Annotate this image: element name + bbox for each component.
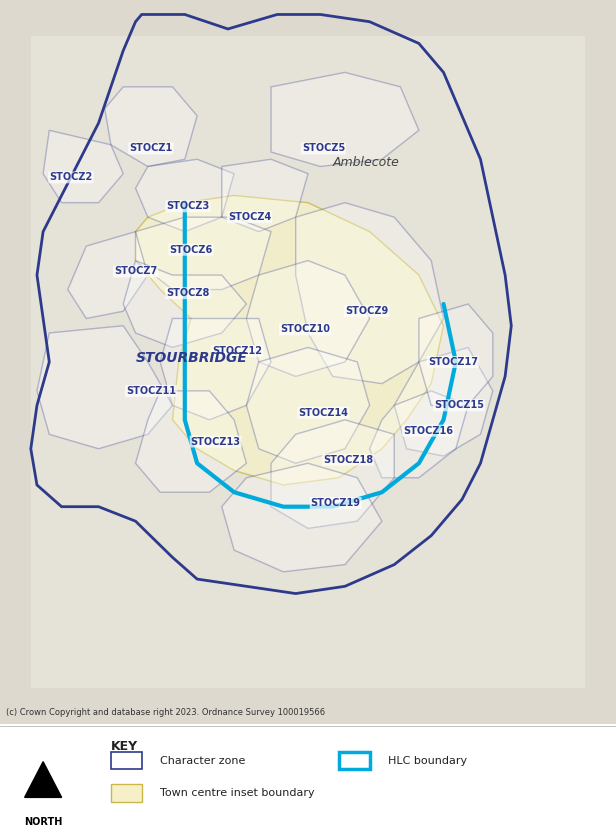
Text: STOURBRIDGE: STOURBRIDGE	[136, 351, 248, 365]
Polygon shape	[160, 319, 271, 420]
Text: STOCZ8: STOCZ8	[166, 288, 209, 298]
Polygon shape	[68, 231, 148, 319]
Polygon shape	[246, 260, 370, 376]
Text: STOCZ12: STOCZ12	[212, 346, 262, 356]
Polygon shape	[37, 325, 172, 448]
Text: STOCZ6: STOCZ6	[169, 245, 213, 255]
Polygon shape	[136, 217, 271, 290]
Text: (c) Crown Copyright and database right 2023. Ordnance Survey 100019566: (c) Crown Copyright and database right 2…	[6, 707, 325, 716]
Polygon shape	[222, 159, 308, 231]
Polygon shape	[296, 203, 444, 384]
Text: STOCZ19: STOCZ19	[310, 498, 361, 508]
Polygon shape	[25, 762, 62, 797]
Text: STOCZ13: STOCZ13	[190, 437, 241, 447]
Polygon shape	[394, 348, 493, 456]
Text: STOCZ3: STOCZ3	[166, 201, 209, 211]
FancyBboxPatch shape	[111, 785, 142, 802]
Text: STOCZ1: STOCZ1	[129, 143, 172, 153]
Polygon shape	[222, 463, 382, 572]
Text: STOCZ16: STOCZ16	[403, 426, 453, 436]
Text: Amblecote: Amblecote	[333, 156, 400, 170]
Polygon shape	[105, 87, 197, 166]
Polygon shape	[419, 304, 493, 405]
Text: STOCZ10: STOCZ10	[280, 324, 330, 334]
Polygon shape	[136, 391, 246, 493]
Text: STOCZ18: STOCZ18	[323, 454, 373, 464]
Text: NORTH: NORTH	[24, 816, 62, 827]
Polygon shape	[136, 159, 234, 231]
Text: STOCZ11: STOCZ11	[126, 386, 176, 396]
Text: HLC boundary: HLC boundary	[388, 755, 467, 765]
Text: STOCZ2: STOCZ2	[49, 172, 92, 182]
Polygon shape	[43, 131, 123, 203]
Text: STOCZ14: STOCZ14	[298, 408, 349, 418]
Text: KEY: KEY	[111, 740, 138, 753]
Text: STOCZ9: STOCZ9	[345, 306, 388, 316]
Text: Town centre inset boundary: Town centre inset boundary	[160, 788, 315, 798]
FancyBboxPatch shape	[339, 752, 370, 770]
Polygon shape	[271, 420, 394, 528]
FancyBboxPatch shape	[111, 752, 142, 770]
Text: STOCZ15: STOCZ15	[434, 400, 484, 410]
Text: STOCZ7: STOCZ7	[114, 266, 157, 276]
Polygon shape	[123, 260, 246, 348]
Polygon shape	[370, 391, 468, 478]
Polygon shape	[136, 196, 444, 485]
Polygon shape	[246, 348, 370, 463]
Text: STOCZ4: STOCZ4	[228, 212, 271, 222]
Polygon shape	[271, 72, 419, 166]
Text: STOCZ5: STOCZ5	[302, 143, 345, 153]
Text: STOCZ17: STOCZ17	[428, 357, 478, 367]
Text: Character zone: Character zone	[160, 755, 246, 765]
